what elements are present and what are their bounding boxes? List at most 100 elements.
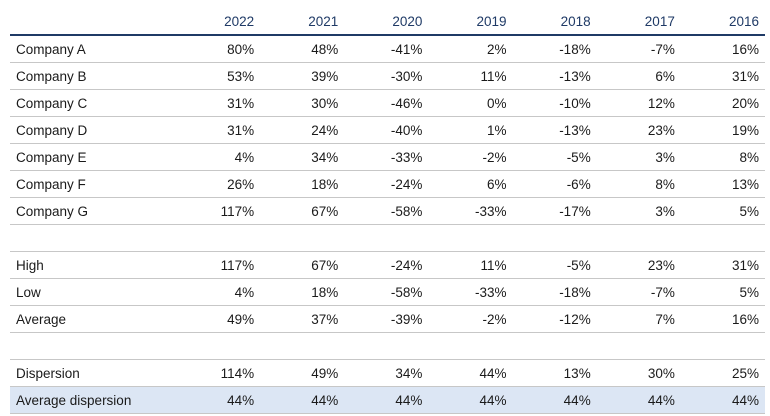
company-row: Company F 26% 18% -24% 6% -6% 8% 13%	[10, 170, 765, 198]
company-row: Company C 31% 30% -46% 0% -10% 12% 20%	[10, 89, 765, 117]
dispersion-row-cell-2020: 34%	[344, 359, 429, 387]
dispersion-row-cell-2016: 25%	[680, 359, 765, 387]
stat-row: Low 4% 18% -58% -33% -18% -7% 5%	[10, 278, 765, 306]
company-row-cell-2022: 31%	[176, 89, 261, 117]
company-row-label: Company C	[10, 89, 176, 117]
stat-row-cell-2020: -58%	[344, 278, 429, 306]
company-row-cell-2022: 31%	[176, 116, 261, 144]
company-row-cell-2018: -6%	[512, 170, 597, 198]
stat-row-label: Low	[10, 278, 176, 306]
company-row-cell-2016: 16%	[680, 35, 765, 63]
company-row-cell-2019: 1%	[428, 116, 513, 144]
company-row-cell-2019: 2%	[428, 35, 513, 63]
stat-row-cell-2020: -39%	[344, 305, 429, 333]
dispersion-row-cell-2017: 44%	[596, 386, 681, 414]
stat-row-cell-2022: 49%	[176, 305, 261, 333]
company-row-cell-2017: 23%	[596, 116, 681, 144]
table-body: Company A 80% 48% -41% 2% -18% -7% 16% Company B…	[10, 35, 765, 414]
spacer-row	[10, 332, 765, 360]
spacer-cell	[512, 224, 597, 252]
spacer-cell	[260, 332, 345, 360]
company-row: Company A 80% 48% -41% 2% -18% -7% 16%	[10, 35, 765, 63]
company-row: Company B 53% 39% -30% 11% -13% 6% 31%	[10, 62, 765, 90]
company-row-cell-2021: 67%	[260, 197, 345, 225]
dispersion-row-cell-2022: 44%	[176, 386, 261, 414]
company-row-cell-2020: -41%	[344, 35, 429, 63]
stat-row-cell-2021: 67%	[260, 251, 345, 279]
spacer-cell	[176, 224, 261, 252]
company-row-label: Company A	[10, 35, 176, 63]
stat-row-cell-2017: 23%	[596, 251, 681, 279]
dispersion-row-cell-2020: 44%	[344, 386, 429, 414]
dispersion-row-label: Dispersion	[10, 359, 176, 387]
company-row-cell-2017: 12%	[596, 89, 681, 117]
stat-row-cell-2016: 31%	[680, 251, 765, 279]
stat-row: High 117% 67% -24% 11% -5% 23% 31%	[10, 251, 765, 279]
spacer-cell	[428, 332, 513, 360]
company-row-cell-2018: -5%	[512, 143, 597, 171]
company-row-cell-2019: 11%	[428, 62, 513, 90]
spacer-cell	[428, 224, 513, 252]
stat-row-cell-2018: -12%	[512, 305, 597, 333]
company-row-cell-2020: -40%	[344, 116, 429, 144]
company-row-cell-2022: 117%	[176, 197, 261, 225]
company-row-cell-2016: 5%	[680, 197, 765, 225]
header-blank-cell	[10, 8, 176, 36]
column-header-2021: 2021	[260, 8, 345, 36]
dispersion-row-cell-2019: 44%	[428, 359, 513, 387]
spacer-cell	[680, 332, 765, 360]
dispersion-row-cell-2017: 30%	[596, 359, 681, 387]
company-row-cell-2022: 4%	[176, 143, 261, 171]
stat-row-cell-2021: 18%	[260, 278, 345, 306]
dispersion-row-cell-2019: 44%	[428, 386, 513, 414]
spacer-cell	[344, 224, 429, 252]
company-row-cell-2022: 26%	[176, 170, 261, 198]
dispersion-row-label: Average dispersion	[10, 386, 176, 414]
dispersion-row-cell-2021: 49%	[260, 359, 345, 387]
company-row-cell-2021: 24%	[260, 116, 345, 144]
column-header-2016: 2016	[680, 8, 765, 36]
spacer-cell	[176, 332, 261, 360]
company-row-cell-2016: 20%	[680, 89, 765, 117]
dispersion-row: Dispersion 114% 49% 34% 44% 13% 30% 25%	[10, 359, 765, 387]
company-row-cell-2018: -13%	[512, 62, 597, 90]
company-row-label: Company B	[10, 62, 176, 90]
returns-table: 2022 2021 2020 2019 2018 2017 2016 Compa…	[10, 8, 765, 414]
company-row-cell-2020: -46%	[344, 89, 429, 117]
company-row-cell-2017: 3%	[596, 143, 681, 171]
header-row: 2022 2021 2020 2019 2018 2017 2016	[10, 8, 765, 36]
stat-row-cell-2016: 16%	[680, 305, 765, 333]
stat-row-cell-2021: 37%	[260, 305, 345, 333]
stat-row-cell-2017: 7%	[596, 305, 681, 333]
company-row-cell-2016: 13%	[680, 170, 765, 198]
stat-row-label: Average	[10, 305, 176, 333]
dispersion-row: Average dispersion 44% 44% 44% 44% 44% 44% 44%	[10, 386, 765, 414]
company-row-cell-2017: 3%	[596, 197, 681, 225]
stat-row-cell-2016: 5%	[680, 278, 765, 306]
dispersion-row-cell-2016: 44%	[680, 386, 765, 414]
company-row-cell-2020: -58%	[344, 197, 429, 225]
company-row: Company G 117% 67% -58% -33% -17% 3% 5%	[10, 197, 765, 225]
stat-row-cell-2020: -24%	[344, 251, 429, 279]
stat-row-cell-2019: -33%	[428, 278, 513, 306]
stat-row-label: High	[10, 251, 176, 279]
spacer-cell	[512, 332, 597, 360]
column-header-2019: 2019	[428, 8, 513, 36]
company-row-label: Company D	[10, 116, 176, 144]
company-row-cell-2019: -33%	[428, 197, 513, 225]
company-row-cell-2021: 18%	[260, 170, 345, 198]
company-row-label: Company G	[10, 197, 176, 225]
company-row-cell-2019: 6%	[428, 170, 513, 198]
company-row-cell-2018: -18%	[512, 35, 597, 63]
stat-row-cell-2017: -7%	[596, 278, 681, 306]
stat-row-cell-2018: -5%	[512, 251, 597, 279]
company-row-cell-2022: 80%	[176, 35, 261, 63]
company-row-cell-2016: 19%	[680, 116, 765, 144]
company-row-cell-2018: -17%	[512, 197, 597, 225]
company-row-cell-2018: -10%	[512, 89, 597, 117]
column-header-2022: 2022	[176, 8, 261, 36]
spacer-cell	[10, 332, 176, 360]
stat-row-cell-2018: -18%	[512, 278, 597, 306]
spacer-cell	[680, 224, 765, 252]
